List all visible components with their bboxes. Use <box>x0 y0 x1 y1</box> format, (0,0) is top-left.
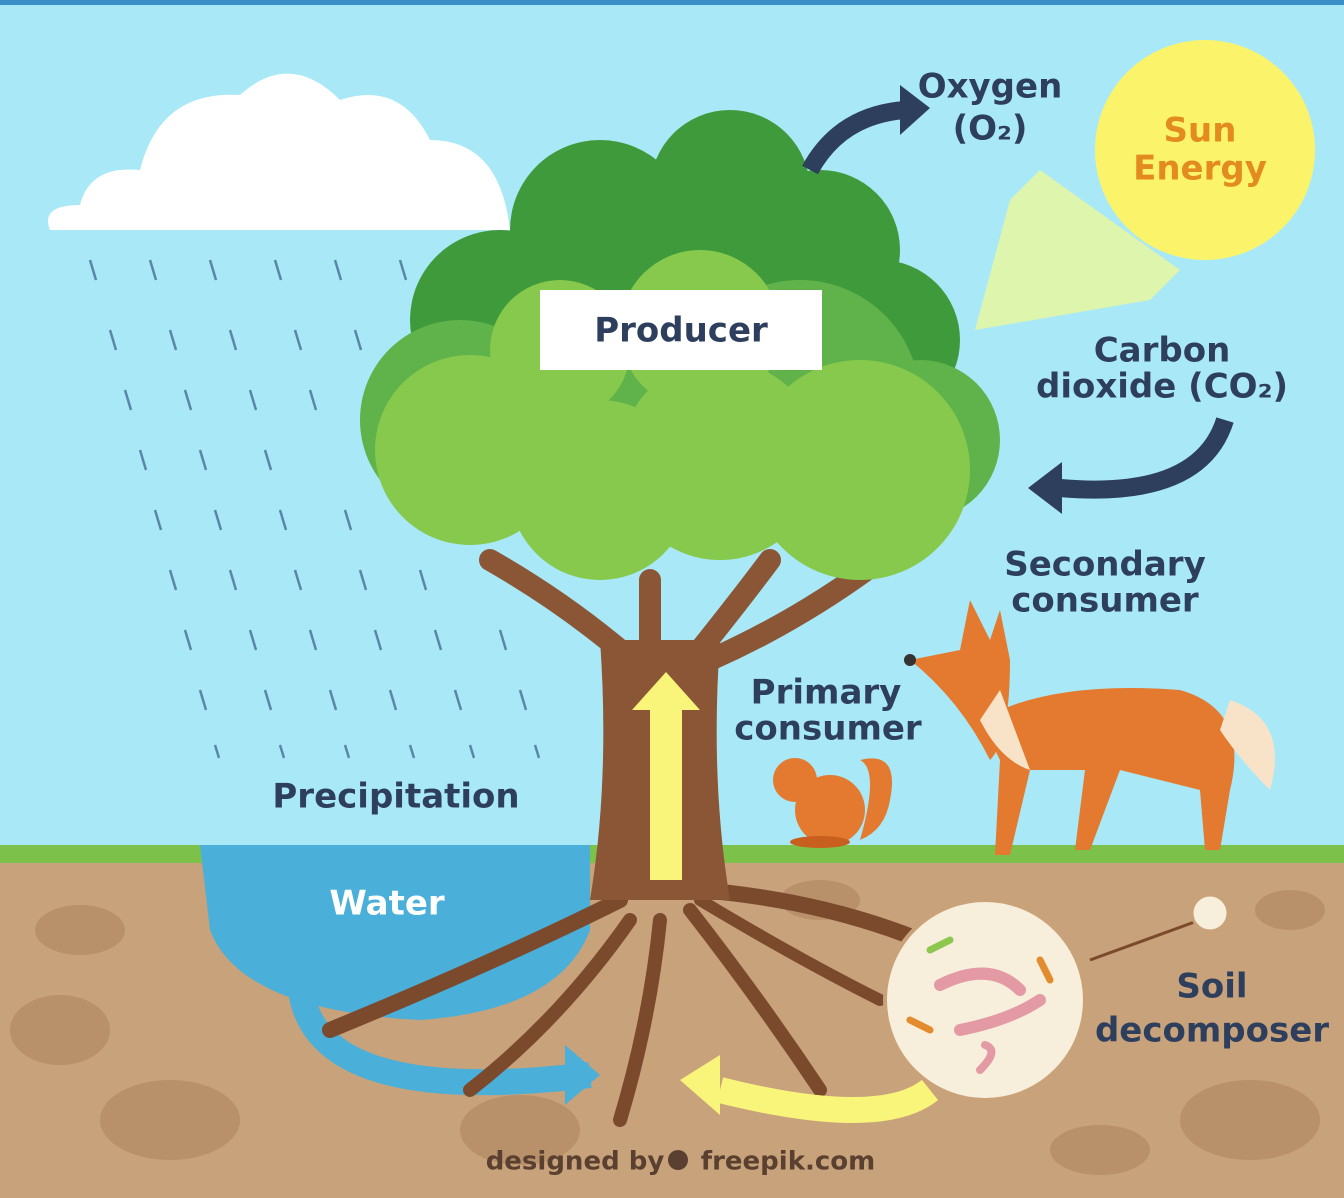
soil-decomposer-label: decomposer <box>1095 1011 1329 1051</box>
zoom-source <box>1192 895 1228 931</box>
sun-label: Energy <box>1133 149 1267 189</box>
credit-site: freepik.com <box>701 1147 875 1177</box>
diagram: Oxygen (O₂) Sun Energy Producer Carbon d… <box>0 0 1344 1198</box>
credit-prefix: designed by <box>486 1147 665 1177</box>
primary-consumer-label: consumer <box>734 709 922 749</box>
sun-label: Sun <box>1164 111 1237 151</box>
credit-icon <box>668 1150 688 1170</box>
top-border <box>0 0 1344 5</box>
primary-consumer-label: Primary <box>751 673 902 713</box>
soil-decomposer-label: Soil <box>1176 967 1247 1007</box>
co2-label: Carbon <box>1094 331 1231 371</box>
precipitation-label: Precipitation <box>272 777 519 817</box>
secondary-consumer-label: consumer <box>1011 581 1199 621</box>
secondary-consumer-label: Secondary <box>1004 545 1205 585</box>
oxygen-label: Oxygen <box>918 67 1063 107</box>
co2-label: dioxide (CO₂) <box>1036 367 1288 407</box>
oxygen-label: (O₂) <box>953 109 1028 149</box>
water-label: Water <box>329 884 445 924</box>
producer-label: Producer <box>594 311 768 351</box>
